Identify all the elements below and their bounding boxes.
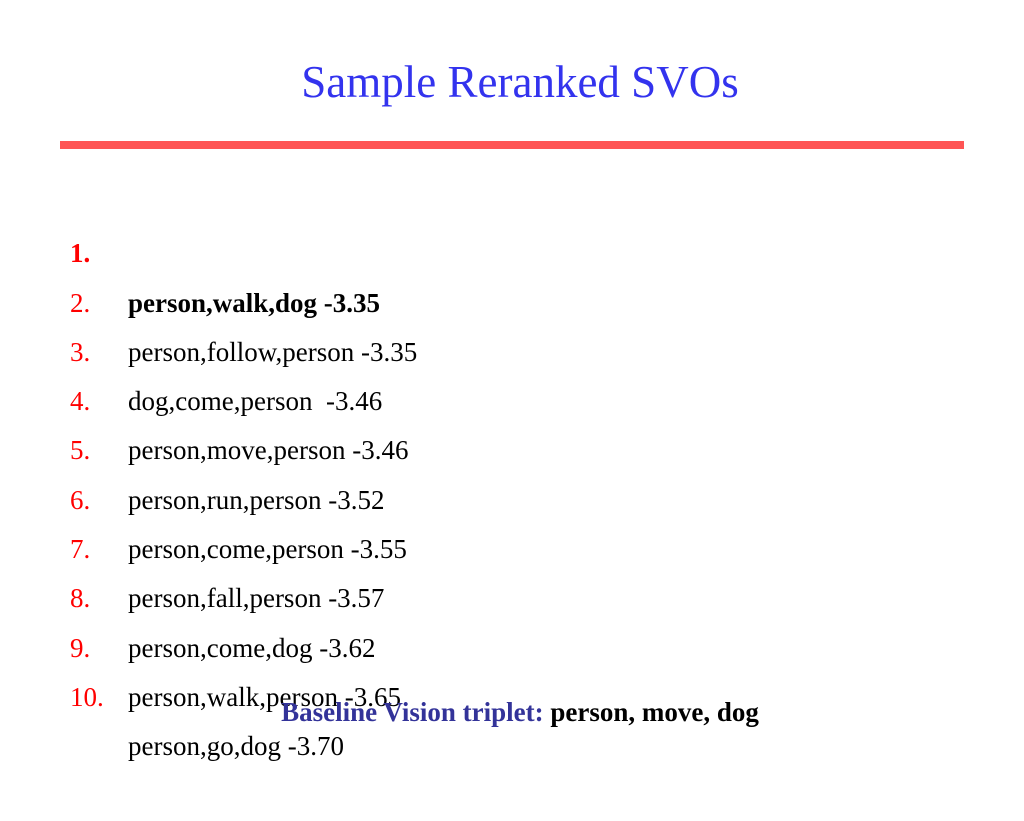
list-item-text: person,go,dog -3.70 <box>128 731 344 762</box>
list-item: 10. person,go,dog -3.70 <box>0 624 344 761</box>
list-item: 1. person,walk,dog -3.35 <box>0 180 380 317</box>
list-item-text: person,move,person -3.46 <box>128 435 409 466</box>
list-item-number: 2. <box>70 287 91 318</box>
list-item: 4. person,move,person -3.46 <box>0 328 408 465</box>
list-item-number: 8. <box>70 583 91 614</box>
list-item-text: person,fall,person -3.57 <box>128 583 385 614</box>
list-item-number: 7. <box>70 534 91 565</box>
list-item-text: person,come,dog -3.62 <box>128 632 376 663</box>
list-item: 5. person,run,person -3.52 <box>0 377 384 514</box>
list-item-text: dog,come,person -3.46 <box>128 386 383 417</box>
list-item-number: 9. <box>70 632 91 663</box>
list-item-text: person,follow,person -3.35 <box>128 336 418 367</box>
list-item-text: person,walk,person -3.65 <box>128 681 401 712</box>
list-item-text: person,walk,dog -3.35 <box>128 287 381 318</box>
list-item-number: 1. <box>70 238 91 269</box>
slide-title: Sample Reranked SVOs <box>301 57 739 107</box>
list-item: 2. person,follow,person -3.35 <box>0 229 417 367</box>
list-item-text: person,come,person -3.55 <box>128 534 407 565</box>
slide: { "title": "Sample Reranked SVOs", "colo… <box>0 57 1024 762</box>
title-divider <box>60 141 964 149</box>
list-item: 6. person,come,person -3.55 <box>0 426 407 564</box>
svo-list: 1. person,walk,dog -3.35 2. person,follo… <box>0 180 417 761</box>
baseline-value: person, move, dog <box>550 697 759 727</box>
list-item-text: person,run,person -3.52 <box>128 484 385 515</box>
list-item-number: 3. <box>70 336 91 367</box>
list-item: 3. dog,come,person -3.46 <box>0 279 382 416</box>
list-item-number: 6. <box>70 484 91 515</box>
list-item-number: 5. <box>70 435 91 466</box>
baseline-label: Baseline Vision triplet: <box>281 697 544 727</box>
list-item: 9. person,walk,person -3.65 <box>0 574 401 712</box>
list-item: 7. person,fall,person -3.57 <box>0 476 384 613</box>
list-item: 8. person,come,dog -3.62 <box>0 525 375 662</box>
baseline-triplet: Baseline Vision triplet: person, move, d… <box>0 690 1024 734</box>
list-item-number: 10. <box>70 681 104 712</box>
list-item-number: 4. <box>70 386 91 417</box>
